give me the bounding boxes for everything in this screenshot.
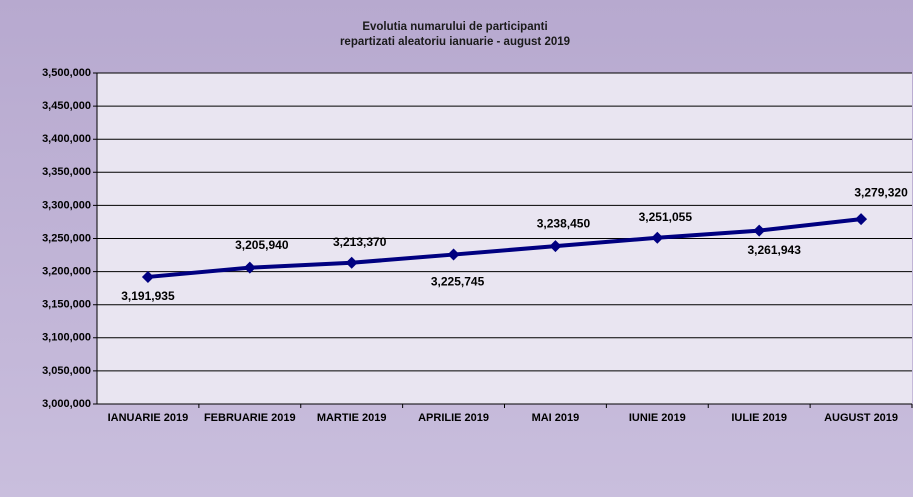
x-tick-label: MAI 2019 — [532, 412, 580, 424]
y-tick-label: 3,000,000 — [42, 398, 91, 410]
y-tick-label: 3,200,000 — [42, 266, 91, 278]
chart-title: Evolutia numarului de participanti — [362, 21, 547, 33]
data-point — [855, 213, 868, 226]
data-point — [651, 231, 664, 244]
data-label: 3,238,450 — [537, 216, 591, 230]
line-series — [147, 217, 862, 279]
y-tick-label: 3,450,000 — [42, 100, 91, 112]
x-tick-label: AUGUST 2019 — [824, 412, 898, 424]
y-tick-label: 3,500,000 — [42, 67, 91, 79]
y-tick-label: 3,100,000 — [42, 332, 91, 344]
x-tick-label: MARTIE 2019 — [317, 412, 387, 424]
data-point — [345, 256, 358, 269]
x-tick-label: IUNIE 2019 — [629, 412, 686, 424]
y-tick-label: 3,150,000 — [42, 299, 91, 311]
x-tick-label: APRILIE 2019 — [418, 412, 489, 424]
data-point — [243, 261, 256, 274]
y-tick-label: 3,400,000 — [42, 133, 91, 145]
x-tick-label: IANUARIE 2019 — [108, 412, 189, 424]
y-tick-label: 3,050,000 — [42, 365, 91, 377]
data-label: 3,261,943 — [747, 243, 801, 257]
data-point — [753, 224, 766, 237]
chart-subtitle: repartizati aleatoriu ianuarie - august … — [340, 36, 570, 48]
x-tick-label: FEBRUARIE 2019 — [204, 412, 296, 424]
x-tick-label: IULIE 2019 — [731, 412, 787, 424]
data-point — [141, 270, 154, 283]
data-point — [447, 248, 460, 261]
data-label: 3,251,055 — [639, 210, 693, 224]
data-label: 3,225,745 — [431, 275, 485, 289]
y-tick-label: 3,300,000 — [42, 199, 91, 211]
data-label: 3,213,370 — [333, 235, 387, 249]
data-label: 3,191,935 — [121, 289, 175, 303]
data-point — [549, 240, 562, 253]
data-label: 3,279,320 — [854, 185, 908, 199]
y-tick-label: 3,250,000 — [42, 232, 91, 244]
data-label: 3,205,940 — [235, 238, 289, 252]
y-tick-label: 3,350,000 — [42, 166, 91, 178]
